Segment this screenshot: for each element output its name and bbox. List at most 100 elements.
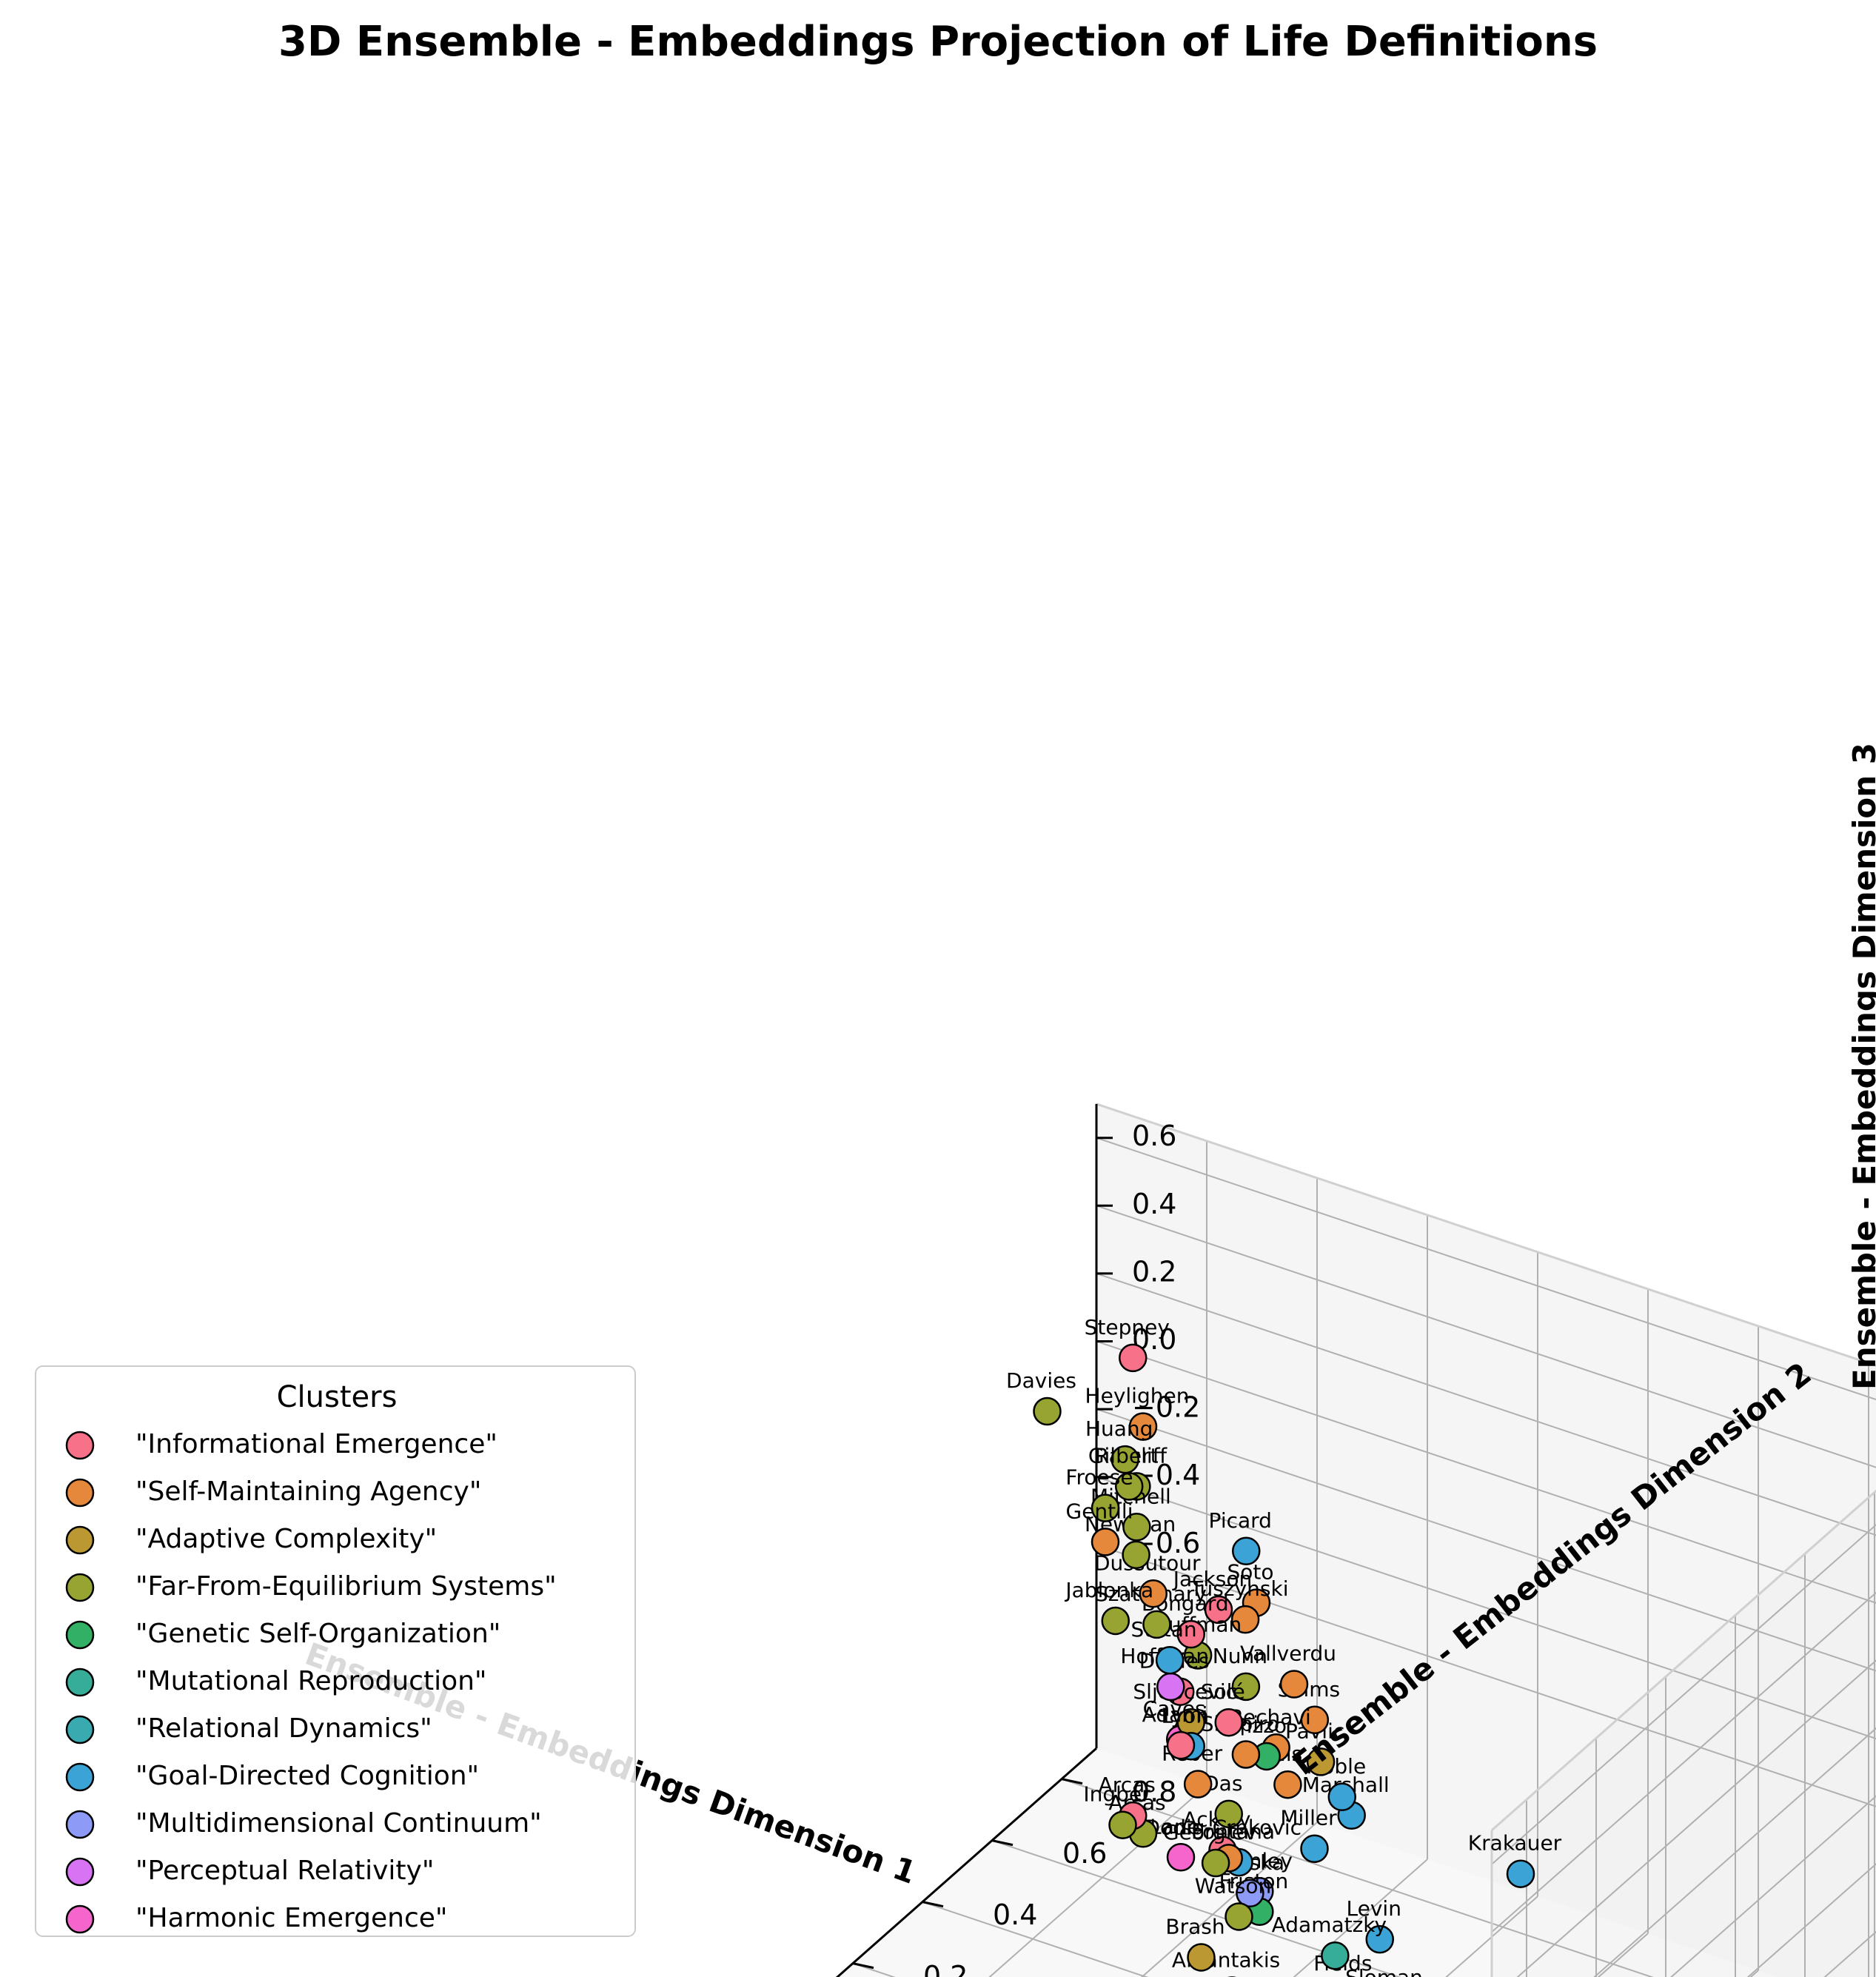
legend-marker [65, 1478, 95, 1508]
legend-entry-label: "Goal-Directed Cognition" [135, 1761, 479, 1791]
point-marker [1214, 1707, 1243, 1737]
point-label: Ingber [1083, 1782, 1150, 1807]
legend-entries: "Informational Emergence" "Self-Maintaini… [65, 1429, 557, 1934]
point-marker [1506, 1859, 1535, 1888]
legend-marker [65, 1525, 95, 1555]
y-tick-mark [922, 1901, 944, 1908]
point-marker [1306, 1747, 1336, 1776]
point-label: Jablonka [1064, 1578, 1153, 1602]
point-marker [1201, 1848, 1230, 1878]
legend: Clusters "Informational Emergence" "Self-… [35, 1365, 636, 1937]
grid-lines [837, 1103, 1876, 1977]
point-label: Rechavi [1230, 1705, 1311, 1729]
point-marker [1122, 1513, 1151, 1542]
point-marker [1156, 1672, 1185, 1702]
grid-line-z [1096, 1408, 1876, 1672]
point-marker [1114, 1472, 1144, 1501]
legend-title: Clusters [277, 1380, 398, 1414]
point-label: Dodig-Crnkovic [1144, 1815, 1302, 1839]
point-label: Gilbert [1088, 1443, 1159, 1468]
legend-entry-label: "Mutational Reproduction" [135, 1666, 487, 1696]
legend-marker [65, 1620, 95, 1650]
data-points: KrakauerFrankLevinSlomanSonnenscheinBalM… [1006, 1315, 1562, 1977]
point-marker [1232, 1536, 1261, 1566]
legend-entry-label: "Informational Emergence" [135, 1429, 498, 1459]
point-label: Krakauer [1468, 1831, 1562, 1856]
point-label: Sljepcevic [1133, 1679, 1237, 1704]
grid-line-z [1593, 1727, 1876, 1977]
y-tick-label: 0.8 [1132, 1776, 1176, 1808]
point-label: Nunn [1213, 1644, 1267, 1668]
point-marker [1273, 1770, 1302, 1799]
grid-line-y [1061, 1778, 1654, 1977]
point-marker [1091, 1528, 1120, 1556]
point-label: Solé [1201, 1679, 1245, 1704]
grid-line-z [1516, 1659, 1876, 1977]
legend-entry-label: "Harmonic Emergence" [135, 1903, 447, 1933]
legend-marker [65, 1857, 95, 1887]
point-label: Tuszynski [1190, 1576, 1289, 1601]
point-label: Lyon [1162, 1703, 1209, 1727]
legend-marker [65, 1573, 95, 1602]
point-marker [1108, 1810, 1137, 1839]
point-marker [1327, 1782, 1356, 1812]
pane-edge [1096, 1103, 1876, 1367]
point-label: Arcas [1099, 1773, 1156, 1797]
grid-line-z [1096, 1205, 1876, 1468]
point-label: Stepney [1085, 1315, 1170, 1339]
point-label: Heylighen [1085, 1384, 1190, 1408]
point-marker [1091, 1493, 1120, 1522]
point-label: Adamatzky [1272, 1913, 1387, 1937]
point-marker [1279, 1670, 1309, 1699]
point-marker [1204, 1595, 1233, 1625]
legend-entry-label: "Perceptual Relativity" [135, 1856, 434, 1886]
point-label: Lane [1150, 1814, 1200, 1839]
point-marker [1166, 1843, 1196, 1872]
z-tick-label: 0.6 [1132, 1120, 1176, 1152]
point-marker [1142, 1610, 1171, 1639]
point-marker [1214, 1799, 1243, 1829]
chart-title: 3D Ensemble - Embeddings Projection of L… [278, 18, 1598, 66]
grid-line-y [991, 1839, 1401, 1977]
legend-entry-label: "Genetic Self-Organization" [135, 1619, 500, 1649]
grid-line-x [1445, 1896, 1538, 1977]
point-marker [1236, 1879, 1264, 1908]
grid-line-z [1669, 1795, 1876, 1977]
y-tick-mark [852, 1962, 874, 1970]
legend-marker [65, 1762, 95, 1792]
point-marker [1321, 1941, 1350, 1970]
point-label: Levin [1347, 1896, 1401, 1921]
grid-line-x [1293, 1859, 1428, 1977]
point-label: Georgiev [1163, 1820, 1256, 1844]
legend-marker [65, 1810, 95, 1839]
legend-marker [65, 1715, 95, 1744]
grid-line-z [1491, 1591, 1876, 1933]
z-tick-label: 0.2 [1132, 1255, 1176, 1288]
point-label: Soto [1227, 1560, 1273, 1585]
point-label: Brash [1165, 1914, 1225, 1938]
point-marker [1119, 1343, 1148, 1373]
z-tick-label: 0.4 [1132, 1188, 1176, 1220]
y-tick-label: 0.6 [1062, 1837, 1107, 1870]
grid-line-z [1096, 1544, 1876, 1807]
grid-line-y [922, 1901, 1149, 1977]
point-label: Huang [1085, 1416, 1153, 1441]
pane-edge [1491, 1489, 1876, 1832]
legend-marker [65, 1667, 95, 1697]
point-label: Pizzo [1234, 1713, 1287, 1738]
point-marker [1225, 1902, 1253, 1931]
legend-entry-label: "Far-From-Equilibrium Systems" [135, 1571, 557, 1602]
point-marker [1300, 1705, 1330, 1735]
legend-frame [35, 1365, 636, 1937]
point-marker [1183, 1770, 1213, 1799]
grid-line-z [1096, 1137, 1876, 1401]
point-marker [1166, 1730, 1196, 1760]
point-marker [1176, 1619, 1205, 1649]
point-marker [1231, 1740, 1261, 1769]
point-marker [1230, 1605, 1260, 1634]
grid-line-z [1096, 1340, 1876, 1604]
grid-line-x [988, 1784, 1207, 1977]
point-label: Vallverdu [1240, 1642, 1336, 1666]
point-marker [1122, 1540, 1150, 1570]
point-label: Jackson [1172, 1567, 1253, 1591]
